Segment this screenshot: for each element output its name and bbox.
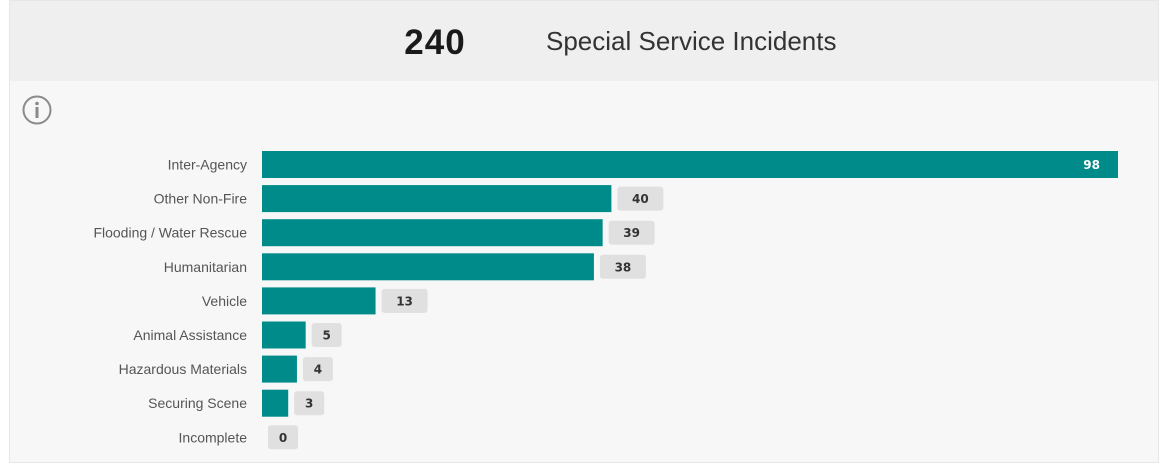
value-badge	[311, 323, 342, 347]
value-badge	[302, 357, 333, 382]
value-label: 98	[1083, 158, 1100, 172]
bar	[262, 321, 306, 349]
category-label: Inter-Agency	[168, 157, 247, 173]
value-label: 40	[632, 192, 649, 206]
bar	[262, 389, 289, 417]
value-label: 4	[314, 363, 322, 377]
value-label: 38	[615, 260, 632, 274]
value-badge	[381, 288, 428, 313]
bar	[262, 185, 612, 213]
chart-panel: 240 Special Service Incidents	[9, 0, 1159, 463]
bar	[262, 219, 603, 247]
header-bar: 240 Special Service Incidents	[10, 1, 1158, 81]
value-badge	[294, 391, 325, 416]
category-label: Incomplete	[179, 429, 248, 445]
bar	[262, 151, 1118, 178]
value-label: 39	[623, 226, 640, 240]
category-label: Securing Scene	[148, 395, 247, 411]
value-label: 13	[396, 294, 413, 308]
category-label: Hazardous Materials	[119, 361, 247, 377]
incident-count: 240	[404, 23, 466, 62]
category-label: Vehicle	[202, 293, 247, 309]
bar	[262, 287, 376, 315]
value-label: 3	[305, 397, 313, 411]
value-badge	[599, 254, 646, 279]
page-title: Special Service Incidents	[546, 26, 837, 56]
category-label: Flooding / Water Rescue	[93, 225, 247, 241]
value-label: 0	[279, 431, 287, 445]
category-label: Other Non-Fire	[154, 191, 248, 207]
category-label: Animal Assistance	[133, 327, 247, 343]
value-badge	[608, 220, 655, 245]
category-label: Humanitarian	[164, 259, 247, 275]
value-label: 5	[322, 329, 330, 343]
value-badge	[617, 186, 664, 211]
bar	[262, 355, 297, 383]
value-badge	[268, 425, 298, 450]
info-circle-icon[interactable]	[22, 95, 52, 125]
bar	[262, 253, 594, 281]
